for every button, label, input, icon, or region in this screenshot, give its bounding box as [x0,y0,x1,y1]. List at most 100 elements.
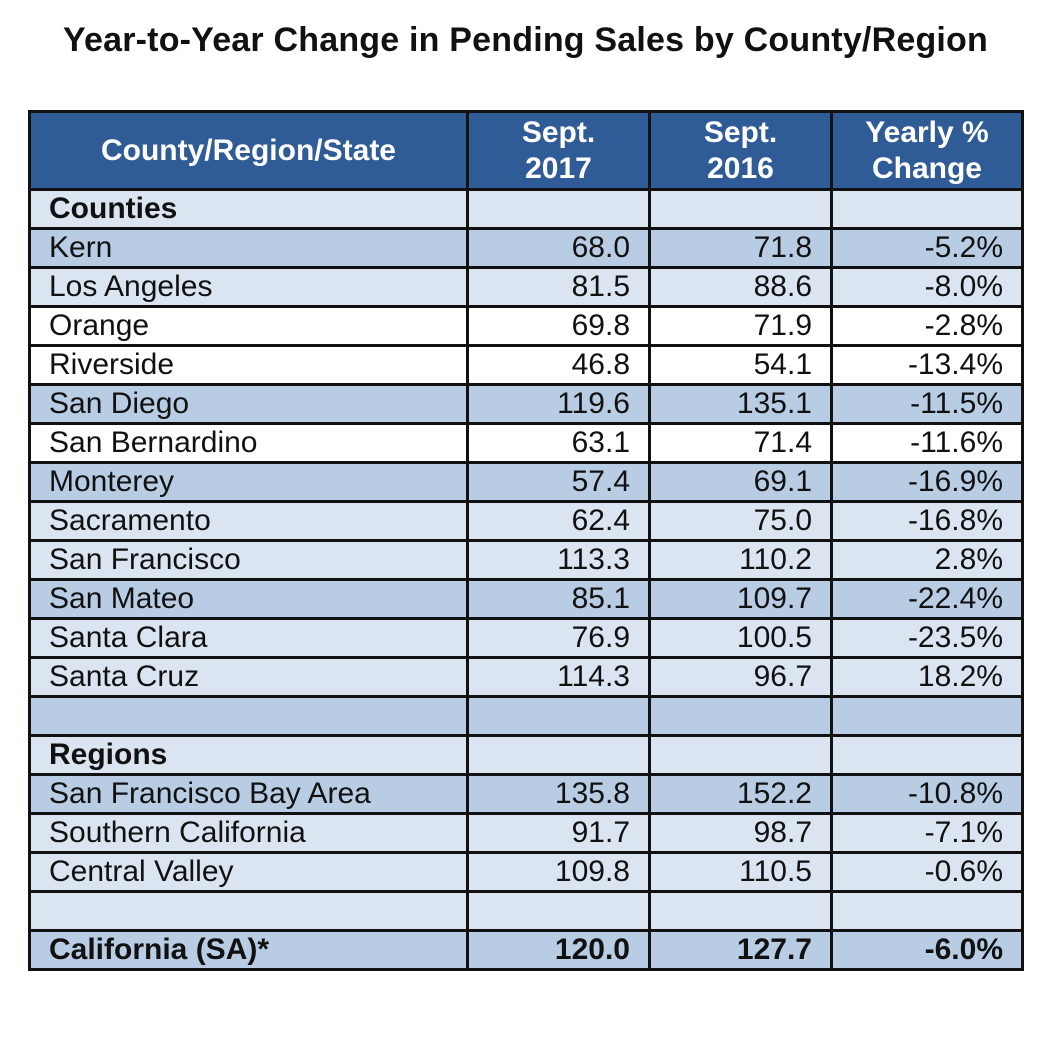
cell-yearly-change [830,695,1024,737]
cell-yearly-change: -11.5% [830,383,1024,425]
cell-sept-2016: 88.6 [648,266,833,308]
cell-sept-2017: 91.7 [466,812,651,854]
table-row: Central Valley 109.8 110.5 -0.6% [28,851,1024,893]
cell-yearly-change [830,188,1024,230]
cell-sept-2017: 62.4 [466,500,651,542]
cell-sept-2016: 100.5 [648,617,833,659]
cell-sept-2016: 69.1 [648,461,833,503]
cell-sept-2016: 152.2 [648,773,833,815]
cell-yearly-change [830,890,1024,932]
cell-county-region: Monterey [28,461,469,503]
cell-sept-2017: 135.8 [466,773,651,815]
cell-county-region: San Mateo [28,578,469,620]
page-title: Year-to-Year Change in Pending Sales by … [63,21,988,59]
cell-yearly-change: -16.9% [830,461,1024,503]
cell-sept-2016: 110.2 [648,539,833,581]
table-row: San Diego 119.6 135.1 -11.5% [28,383,1024,425]
cell-yearly-change: -2.8% [830,305,1024,347]
cell-county-region: Counties [28,188,469,230]
table-row [28,890,1024,932]
cell-sept-2016: 75.0 [648,500,833,542]
cell-yearly-change: -22.4% [830,578,1024,620]
cell-sept-2016: 54.1 [648,344,833,386]
table-row: Monterey 57.4 69.1 -16.9% [28,461,1024,503]
cell-sept-2017: 69.8 [466,305,651,347]
cell-county-region: San Francisco [28,539,469,581]
table-row: Counties [28,188,1024,230]
cell-sept-2017: 113.3 [466,539,651,581]
table-row: Southern California 91.7 98.7 -7.1% [28,812,1024,854]
cell-county-region: Kern [28,227,469,269]
header-sept-2016: Sept. 2016 [648,110,833,191]
cell-sept-2017: 68.0 [466,227,651,269]
header-county-region-state: County/Region/State [28,110,469,191]
cell-sept-2017: 85.1 [466,578,651,620]
cell-county-region: San Diego [28,383,469,425]
cell-county-region: Orange [28,305,469,347]
cell-county-region: Regions [28,734,469,776]
table-header-row: County/Region/State Sept. 2017 Sept. 201… [28,110,1024,191]
table-row: Santa Clara 76.9 100.5 -23.5% [28,617,1024,659]
pending-sales-table: County/Region/State Sept. 2017 Sept. 201… [28,110,1024,971]
cell-yearly-change: -8.0% [830,266,1024,308]
cell-sept-2016 [648,188,833,230]
cell-sept-2017: 57.4 [466,461,651,503]
table-row: San Bernardino 63.1 71.4 -11.6% [28,422,1024,464]
cell-yearly-change: -5.2% [830,227,1024,269]
cell-sept-2016: 96.7 [648,656,833,698]
table-body: Counties Kern 68.0 71.8 -5.2% Los Angeles 81.5… [28,188,1024,971]
cell-sept-2017: 76.9 [466,617,651,659]
cell-county-region: Santa Cruz [28,656,469,698]
cell-yearly-change: -13.4% [830,344,1024,386]
table-row: Regions [28,734,1024,776]
cell-sept-2017 [466,695,651,737]
cell-sept-2016: 98.7 [648,812,833,854]
cell-sept-2017 [466,890,651,932]
cell-county-region: San Bernardino [28,422,469,464]
table-row: San Mateo 85.1 109.7 -22.4% [28,578,1024,620]
header-yearly-change: Yearly % Change [830,110,1024,191]
cell-county-region: San Francisco Bay Area [28,773,469,815]
table-row: Los Angeles 81.5 88.6 -8.0% [28,266,1024,308]
table-row [28,695,1024,737]
cell-sept-2016: 109.7 [648,578,833,620]
cell-sept-2016: 71.8 [648,227,833,269]
table-row: San Francisco 113.3 110.2 2.8% [28,539,1024,581]
cell-yearly-change: 2.8% [830,539,1024,581]
table-row: Riverside 46.8 54.1 -13.4% [28,344,1024,386]
table-row: California (SA)* 120.0 127.7 -6.0% [28,929,1024,971]
cell-sept-2016 [648,695,833,737]
table-row: San Francisco Bay Area 135.8 152.2 -10.8% [28,773,1024,815]
table-row: Orange 69.8 71.9 -2.8% [28,305,1024,347]
cell-yearly-change: -7.1% [830,812,1024,854]
table-row: Santa Cruz 114.3 96.7 18.2% [28,656,1024,698]
cell-sept-2017: 114.3 [466,656,651,698]
cell-yearly-change: 18.2% [830,656,1024,698]
cell-county-region: Los Angeles [28,266,469,308]
cell-sept-2017: 46.8 [466,344,651,386]
cell-sept-2016: 127.7 [648,929,833,971]
cell-yearly-change [830,734,1024,776]
cell-yearly-change: -0.6% [830,851,1024,893]
cell-county-region: Southern California [28,812,469,854]
cell-county-region: Santa Clara [28,617,469,659]
cell-sept-2016: 110.5 [648,851,833,893]
cell-county-region [28,890,469,932]
cell-sept-2017: 81.5 [466,266,651,308]
cell-yearly-change: -10.8% [830,773,1024,815]
cell-yearly-change: -11.6% [830,422,1024,464]
cell-yearly-change: -6.0% [830,929,1024,971]
cell-sept-2016 [648,734,833,776]
cell-county-region: Sacramento [28,500,469,542]
cell-sept-2017 [466,734,651,776]
cell-sept-2017: 119.6 [466,383,651,425]
cell-county-region: Central Valley [28,851,469,893]
cell-sept-2016: 71.9 [648,305,833,347]
cell-sept-2017: 109.8 [466,851,651,893]
cell-sept-2016 [648,890,833,932]
cell-county-region: Riverside [28,344,469,386]
cell-county-region [28,695,469,737]
cell-yearly-change: -23.5% [830,617,1024,659]
header-sept-2017: Sept. 2017 [466,110,651,191]
cell-sept-2017: 120.0 [466,929,651,971]
